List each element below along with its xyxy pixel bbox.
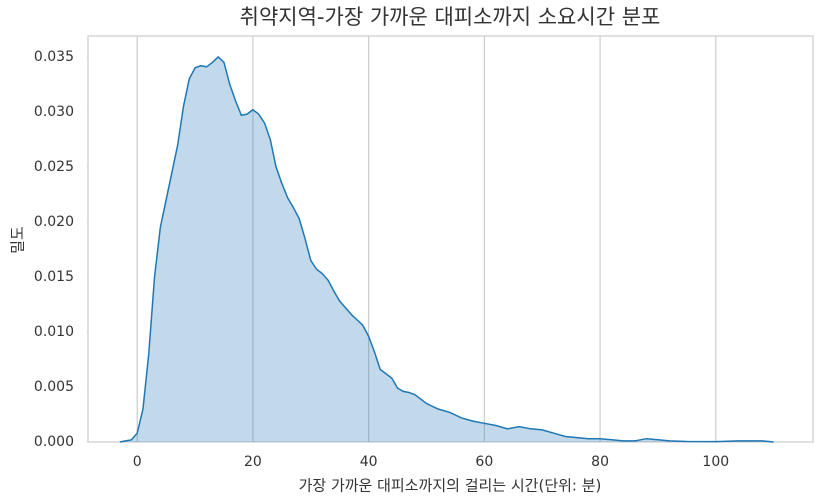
y-tick-label: 0.035 xyxy=(34,49,74,65)
x-tick-label: 20 xyxy=(244,454,262,470)
y-axis-label: 밀도 xyxy=(9,226,27,254)
x-tick-label: 100 xyxy=(702,454,729,470)
density-area xyxy=(119,56,774,442)
x-tick-label: 60 xyxy=(475,454,493,470)
x-tick-label: 40 xyxy=(360,454,378,470)
y-tick-label: 0.030 xyxy=(34,104,74,120)
y-tick-label: 0.020 xyxy=(34,214,74,230)
x-tick-label: 0 xyxy=(133,454,142,470)
y-tick-label: 0.025 xyxy=(34,159,74,175)
density-line xyxy=(119,55,774,443)
y-tick-label: 0.015 xyxy=(34,269,74,285)
y-tick-label: 0.010 xyxy=(34,324,74,340)
y-tick-label: 0.005 xyxy=(34,379,74,395)
x-axis-label: 가장 가까운 대피소까지의 걸리는 시간(단위: 분) xyxy=(299,477,602,495)
plot-frame xyxy=(87,35,814,443)
chart-title: 취약지역-가장 가까운 대피소까지 소요시간 분포 xyxy=(240,5,661,29)
y-tick-label: 0.000 xyxy=(34,434,74,450)
x-tick-label: 80 xyxy=(591,454,609,470)
